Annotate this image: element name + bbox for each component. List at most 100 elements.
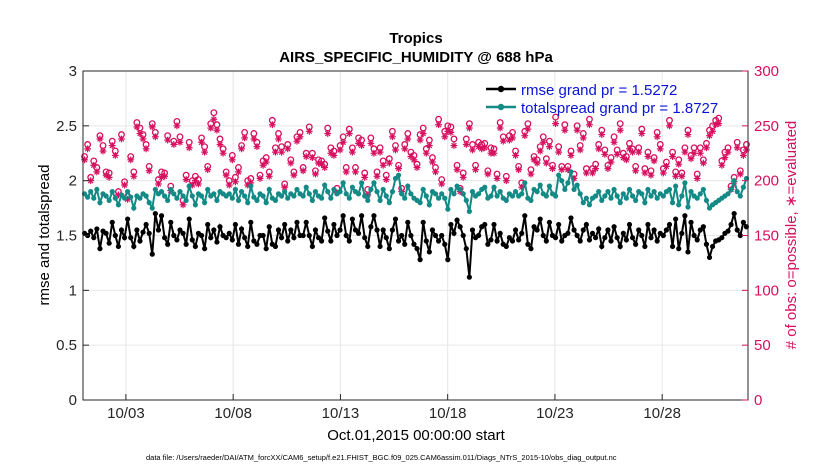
x-tick-label: 10/13 [322, 405, 360, 422]
spread-point [235, 197, 242, 204]
spread-point [165, 197, 171, 204]
obs-evaluated-point [231, 178, 239, 186]
obs-evaluated-point [481, 144, 489, 152]
rmse-point [408, 232, 414, 239]
spread-point [161, 193, 168, 199]
obs-evaluated-point [641, 169, 649, 177]
obs-possible-point [555, 143, 563, 151]
obs-evaluated-point [419, 130, 427, 137]
obs-evaluated-point [493, 175, 501, 182]
spread-point [131, 205, 137, 211]
rmse-point [482, 221, 488, 228]
rmse-point [177, 227, 183, 233]
rmse-point [639, 232, 645, 239]
rmse-point [303, 219, 309, 225]
rmse-point [543, 238, 549, 244]
spread-point [605, 189, 611, 195]
rmse-point [423, 238, 429, 244]
rmse-point [537, 216, 543, 222]
spread-point [586, 202, 593, 208]
obs-evaluated-point [699, 159, 707, 167]
obs-evaluated-point [644, 153, 652, 160]
spread-point [88, 189, 94, 195]
y-right-tick-label: 0 [754, 392, 762, 409]
spread-point [700, 186, 706, 193]
spread-point [463, 197, 469, 204]
rmse-point [728, 221, 734, 228]
obs-possible-point [213, 121, 221, 129]
obs-evaluated-point [536, 147, 544, 155]
obs-possible-point [435, 115, 443, 123]
obs-evaluated-point [690, 149, 698, 157]
spread-point [617, 200, 623, 206]
rmse-point [371, 213, 377, 219]
obs-evaluated-point [330, 152, 338, 159]
spread-point [285, 195, 291, 201]
spread-point [94, 186, 100, 193]
legend: rmse grand pr = 1.5272 totalspread grand… [486, 82, 718, 117]
spread-point [180, 193, 186, 199]
spread-point [365, 197, 371, 204]
obs-evaluated-point [305, 127, 313, 135]
spread-point [328, 195, 334, 201]
obs-evaluated-point [148, 123, 156, 131]
x-tick-label: 10/18 [429, 405, 467, 422]
obs-evaluated-point [201, 148, 209, 156]
spread-point [405, 183, 411, 189]
legend-spread-marker [497, 103, 505, 111]
spread-point [303, 184, 309, 190]
obs-evaluated-point [195, 180, 202, 188]
obs-possible-point [610, 133, 618, 141]
obs-evaluated-point [616, 126, 624, 134]
rmse-point [245, 243, 251, 250]
x-tick-label: 10/03 [107, 405, 145, 422]
rmse-point [623, 237, 629, 243]
obs-evaluated-point [462, 141, 470, 148]
obs-evaluated-point [490, 149, 498, 157]
spread-point [226, 191, 232, 197]
obs-evaluated-point [533, 159, 541, 167]
spread-point [694, 195, 700, 201]
rmse-point [556, 221, 562, 228]
spread-point [402, 195, 408, 201]
spread-point [629, 193, 636, 199]
rmse-point [294, 219, 300, 225]
rmse-point [309, 243, 315, 250]
rmse-point [285, 238, 291, 244]
obs-evaluated-point [118, 135, 125, 143]
rmse-point [454, 217, 460, 223]
obs-evaluated-point [139, 135, 147, 143]
spread-point [158, 189, 165, 195]
obs-possible-point [275, 130, 282, 137]
obs-possible-point [450, 135, 458, 143]
rmse-point [725, 228, 731, 234]
obs-evaluated-point [453, 166, 461, 174]
obs-evaluated-point [93, 168, 101, 176]
rmse-point [488, 237, 494, 243]
obs-possible-point [626, 139, 633, 147]
rmse-point [278, 235, 285, 241]
spread-point [482, 184, 488, 190]
rmse-point [266, 224, 272, 230]
rmse-point [611, 224, 617, 230]
obs-evaluated-point [176, 138, 184, 146]
rmse-point [654, 238, 660, 244]
spread-point [445, 206, 451, 212]
rmse-point [140, 229, 146, 235]
spread-point [642, 200, 648, 206]
rmse-point [217, 224, 223, 230]
spread-point [125, 189, 131, 195]
obs-evaluated-point [672, 172, 680, 180]
obs-evaluated-point [542, 159, 550, 167]
obs-evaluated-point [632, 167, 640, 175]
rmse-point [574, 232, 580, 239]
spread-point [494, 193, 500, 199]
obs-possible-point [99, 142, 107, 150]
rmse-point [673, 216, 679, 222]
rmse-point [691, 232, 697, 239]
rmse-point [306, 232, 312, 239]
rmse-point [238, 226, 245, 232]
x-axis-label: Oct.01,2015 00:00:00 start [327, 427, 505, 444]
rmse-point [355, 230, 362, 236]
spread-point [620, 191, 626, 197]
